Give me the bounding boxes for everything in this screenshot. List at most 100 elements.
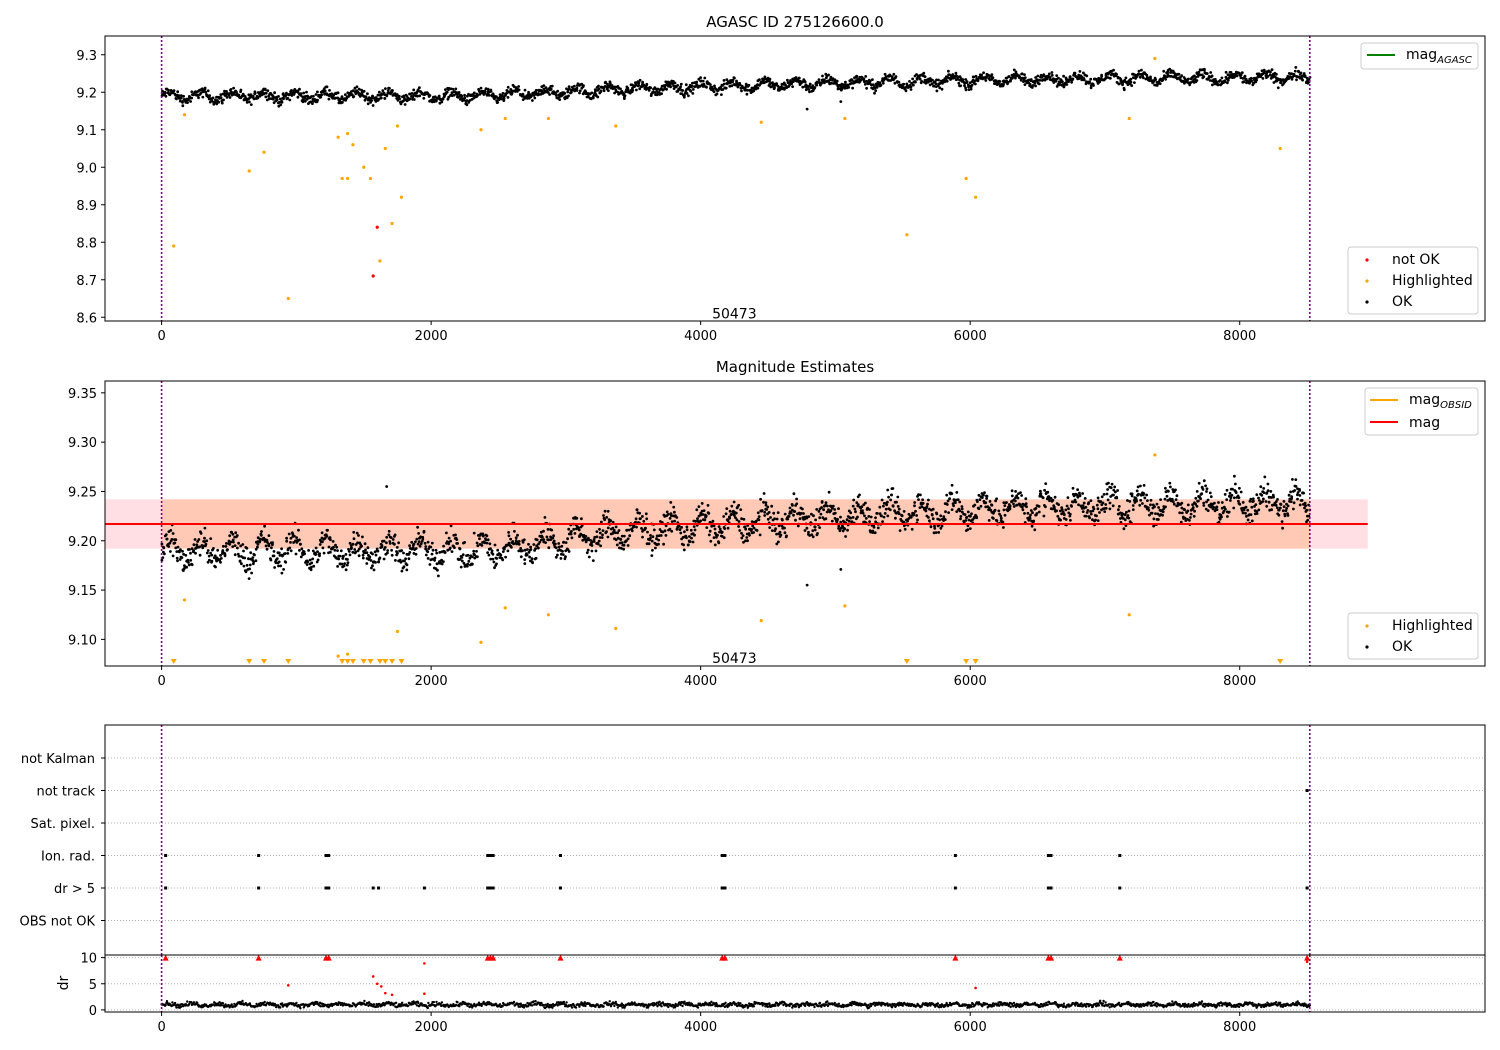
- data-point-ok: [319, 95, 323, 99]
- data-point-ok: [873, 86, 877, 90]
- data-point-ok: [351, 1004, 354, 1008]
- data-point-ok: [682, 548, 686, 552]
- data-point-ok: [239, 88, 243, 92]
- below-axis-marker: [349, 659, 356, 664]
- data-point-ok: [213, 554, 217, 558]
- data-point-ok: [190, 90, 194, 94]
- data-point-highlighted: [351, 143, 355, 147]
- data-point-ok: [807, 88, 811, 91]
- data-point-ok: [511, 540, 515, 543]
- data-point-ok: [1085, 74, 1089, 78]
- data-point-ok: [440, 100, 444, 104]
- data-point-ok: [756, 86, 760, 90]
- panel-1-legend-top: magAGASC: [1360, 42, 1479, 70]
- data-point-ok: [182, 552, 186, 556]
- data-point-ok: [707, 512, 711, 515]
- data-point-ok: [937, 78, 940, 82]
- data-point-ok: [1242, 80, 1246, 84]
- data-point-ok: [889, 498, 892, 502]
- data-point-ok: [1124, 76, 1128, 80]
- data-point-ok: [454, 533, 457, 537]
- data-point-ok: [731, 80, 734, 84]
- legend-marker-not-ok: [1365, 258, 1369, 262]
- data-point-ok: [450, 550, 454, 553]
- data-point-ok: [171, 532, 175, 535]
- flag-marker: [488, 886, 492, 890]
- flag-marker: [371, 886, 375, 890]
- data-point-ok: [248, 567, 252, 571]
- data-point-ok: [1245, 514, 1248, 518]
- data-point-ok: [318, 552, 321, 556]
- data-point-ok: [527, 542, 530, 546]
- data-point-ok: [704, 514, 708, 518]
- data-point-ok: [567, 527, 571, 531]
- data-point-ok: [1208, 79, 1212, 82]
- data-point-ok: [391, 89, 394, 92]
- data-point-ok: [721, 88, 725, 91]
- data-point-ok: [777, 540, 780, 544]
- data-point-ok: [768, 80, 771, 83]
- data-point-ok: [677, 524, 681, 528]
- data-point-highlighted: [503, 116, 507, 121]
- data-point-ok: [689, 528, 693, 532]
- data-point-ok: [437, 574, 440, 578]
- data-point-ok: [1209, 495, 1213, 499]
- data-point-ok: [352, 95, 356, 98]
- data-point-ok: [897, 507, 901, 511]
- data-point-ok: [232, 540, 235, 544]
- data-point-ok: [1012, 505, 1016, 508]
- data-point-ok: [1285, 507, 1288, 510]
- data-point-ok: [269, 558, 273, 562]
- data-point-ok: [521, 540, 525, 544]
- data-point-ok: [891, 487, 895, 490]
- data-point-ok: [1130, 494, 1134, 498]
- data-point-ok: [639, 517, 642, 520]
- data-point-ok: [1212, 505, 1215, 509]
- data-point-ok: [186, 558, 190, 562]
- data-point-ok: [766, 505, 770, 509]
- data-point-ok: [1276, 86, 1280, 90]
- data-point-ok: [510, 91, 514, 95]
- data-point-ok: [707, 533, 711, 537]
- data-point-ok: [454, 87, 458, 91]
- data-point-ok: [1115, 495, 1118, 499]
- data-point-ok: [626, 537, 630, 541]
- data-point-ok: [269, 97, 273, 100]
- data-point-ok: [1183, 516, 1187, 520]
- below-axis-marker: [344, 659, 351, 664]
- data-point-ok: [687, 94, 690, 98]
- data-point-ok: [506, 96, 510, 99]
- data-point-ok: [1083, 497, 1087, 500]
- y-tick-label: 9.30: [68, 436, 97, 451]
- data-point-ok: [1211, 83, 1214, 87]
- data-point-ok: [211, 96, 215, 100]
- data-point-ok: [1164, 77, 1167, 81]
- data-point-ok: [593, 88, 597, 91]
- data-point-ok: [266, 89, 270, 93]
- data-point-ok: [697, 505, 701, 508]
- data-point-ok: [351, 550, 355, 554]
- data-point-ok: [189, 558, 193, 562]
- data-point-ok: [329, 550, 332, 554]
- data-point-ok: [1192, 514, 1196, 518]
- data-point-ok: [1246, 518, 1250, 522]
- data-point-ok: [357, 547, 361, 551]
- data-point-ok: [1305, 508, 1309, 512]
- data-point-ok: [969, 514, 972, 518]
- data-point-ok: [1026, 511, 1030, 515]
- data-point-ok: [472, 549, 476, 553]
- data-point-ok: [722, 79, 726, 82]
- data-point-ok: [738, 529, 742, 532]
- data-point-ok: [614, 525, 618, 529]
- data-point-ok: [311, 102, 314, 105]
- data-point-ok: [888, 508, 892, 512]
- data-point-ok: [300, 547, 304, 551]
- data-point-ok: [237, 541, 241, 545]
- data-point-ok: [1249, 497, 1253, 501]
- data-point-ok: [467, 1002, 471, 1006]
- data-point-ok: [1064, 518, 1068, 521]
- data-point-ok: [466, 553, 470, 557]
- data-point-ok: [1217, 501, 1220, 504]
- legend-label-mag: mag: [1409, 415, 1440, 431]
- data-point-ok: [1274, 503, 1278, 507]
